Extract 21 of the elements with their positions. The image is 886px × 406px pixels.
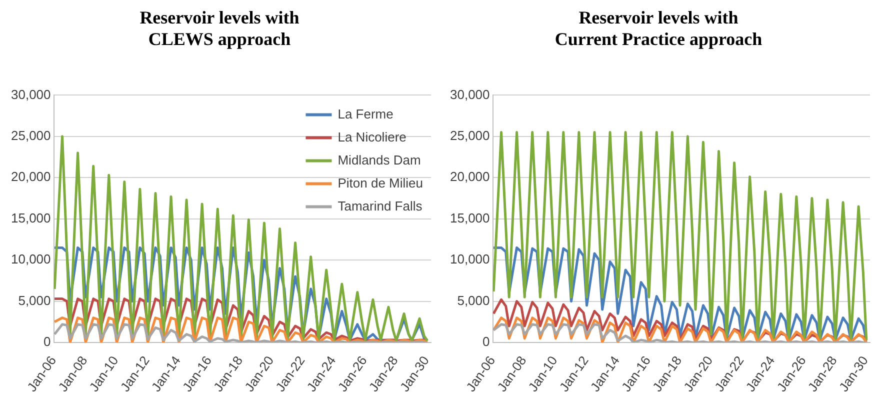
- y-tick-label: 30,000: [10, 86, 51, 102]
- y-tick-label: 5,000: [457, 292, 490, 308]
- y-tick-label: 10,000: [450, 252, 490, 267]
- y-tick-label: 15,000: [10, 210, 51, 226]
- legend-label: La Nicoliere: [338, 129, 406, 144]
- y-tick-label: 30,000: [450, 86, 490, 102]
- chart-title: Reservoir levels with CLEWS approach: [140, 7, 300, 50]
- legend-label: Tamarind Falls: [338, 198, 423, 214]
- legend-label: La Ferme: [338, 106, 394, 122]
- legend-label: Piton de Milieu: [338, 175, 424, 190]
- chart-title: Reservoir levels with Current Practice approach: [554, 7, 762, 50]
- y-tick-label: 10,000: [10, 252, 51, 267]
- legend-label: Midlands Dam: [338, 152, 421, 168]
- y-tick-label: 0: [44, 334, 51, 350]
- y-tick-label: 20,000: [450, 169, 490, 184]
- y-tick-label: 25,000: [450, 128, 490, 143]
- y-tick-label: 5,000: [18, 292, 51, 308]
- y-tick-label: 20,000: [10, 169, 51, 184]
- y-tick-label: 0: [482, 334, 490, 350]
- y-tick-label: 15,000: [450, 210, 490, 226]
- y-tick-label: 25,000: [10, 128, 51, 143]
